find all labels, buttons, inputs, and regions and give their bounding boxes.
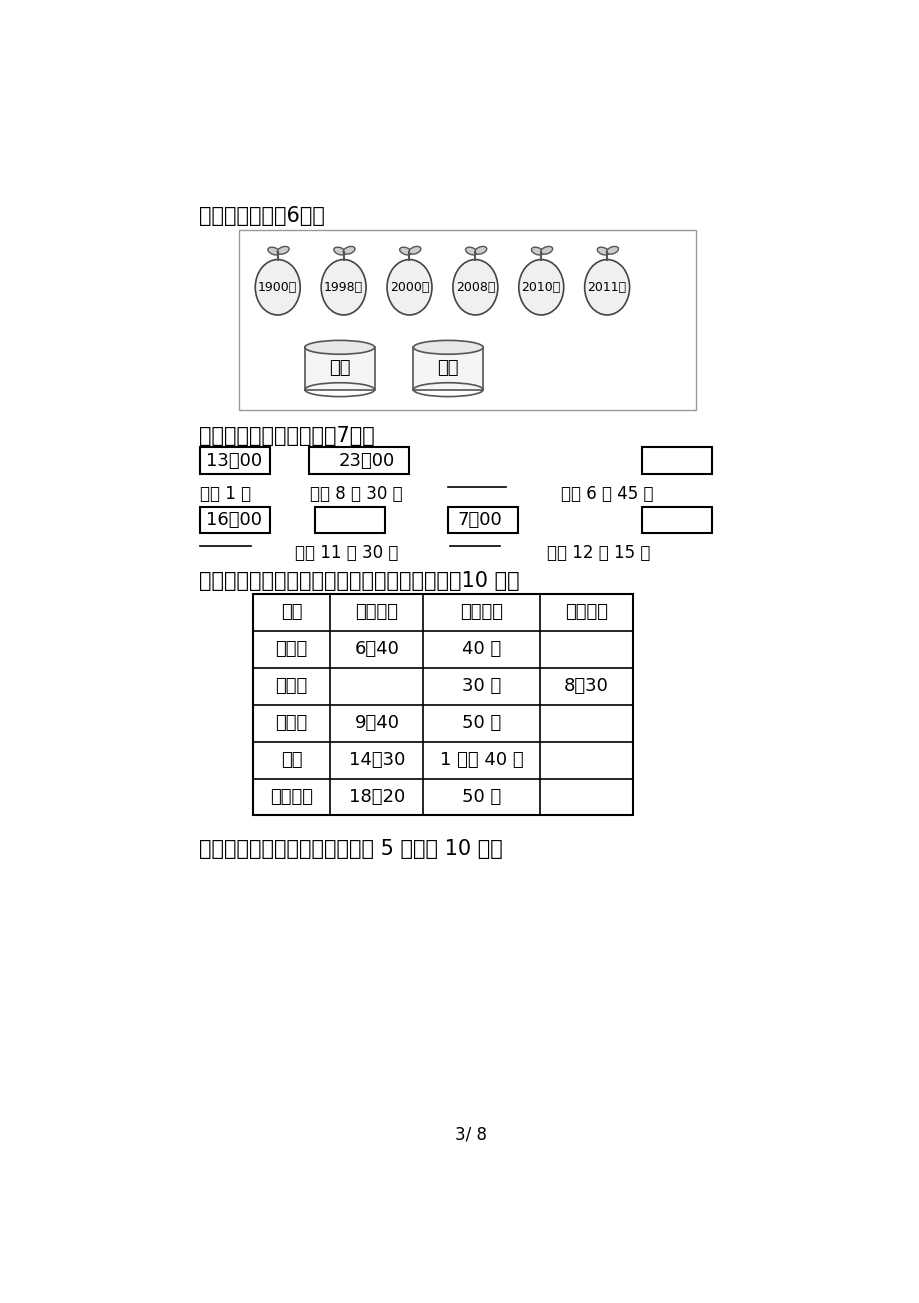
Text: 50 分: 50 分 <box>461 788 501 807</box>
Ellipse shape <box>596 248 608 255</box>
Ellipse shape <box>413 340 482 354</box>
Ellipse shape <box>304 340 374 354</box>
Text: 阅读: 阅读 <box>280 751 302 769</box>
Text: 结束时间: 结束时间 <box>564 603 607 622</box>
Bar <box>200 447 269 473</box>
Text: 1900年: 1900年 <box>258 280 297 293</box>
Text: 四、连一连。（6分）: 四、连一连。（6分） <box>199 206 324 227</box>
Ellipse shape <box>334 248 346 255</box>
Bar <box>448 507 517 533</box>
Text: 23：00: 23：00 <box>338 452 394 470</box>
Text: 晚上 11 时 30 分: 晚上 11 时 30 分 <box>294 545 398 563</box>
Bar <box>304 348 374 390</box>
Text: 平年: 平年 <box>329 360 350 378</box>
Ellipse shape <box>399 248 411 255</box>
Text: 50 分: 50 分 <box>461 714 501 732</box>
Text: 闰年: 闰年 <box>437 360 459 378</box>
Text: 1 小时 40 分: 1 小时 40 分 <box>439 751 523 769</box>
Text: 踢足球: 踢足球 <box>276 640 308 658</box>
Text: 五、照样子，填一填。（7分）: 五、照样子，填一填。（7分） <box>199 426 374 446</box>
Text: 2011年: 2011年 <box>587 280 626 293</box>
Ellipse shape <box>474 246 486 254</box>
Text: 2010年: 2010年 <box>521 280 561 293</box>
Text: 做作业: 做作业 <box>276 714 308 732</box>
Text: 6：40: 6：40 <box>354 640 399 658</box>
Text: 下午 1 时: 下午 1 时 <box>200 485 251 503</box>
Ellipse shape <box>518 259 563 315</box>
Text: 经过时间: 经过时间 <box>460 603 503 622</box>
Ellipse shape <box>452 259 497 315</box>
Ellipse shape <box>267 248 279 255</box>
Ellipse shape <box>343 246 355 254</box>
Ellipse shape <box>540 246 552 254</box>
Text: 30 分: 30 分 <box>461 678 501 694</box>
Text: 六、下面是涛涛周末一天的安排，请填一填。（10 分）: 六、下面是涛涛周末一天的安排，请填一填。（10 分） <box>199 571 518 590</box>
Ellipse shape <box>255 259 300 315</box>
Bar <box>641 447 711 473</box>
Text: 早上 6 时 45 分: 早上 6 时 45 分 <box>560 485 652 503</box>
Text: 开始时间: 开始时间 <box>355 603 398 622</box>
Text: 14：30: 14：30 <box>348 751 404 769</box>
Text: 中午 12 时 15 分: 中午 12 时 15 分 <box>547 545 650 563</box>
Text: 16：00: 16：00 <box>206 511 262 529</box>
Text: 看动画片: 看动画片 <box>270 788 312 807</box>
Ellipse shape <box>321 259 366 315</box>
Text: 7：00: 7：00 <box>457 511 502 529</box>
Text: 8：30: 8：30 <box>563 678 608 694</box>
Bar <box>641 507 711 533</box>
Ellipse shape <box>277 246 289 254</box>
Ellipse shape <box>606 246 618 254</box>
Text: 上午 8 时 30 分: 上午 8 时 30 分 <box>310 485 403 503</box>
Ellipse shape <box>387 259 432 315</box>
Ellipse shape <box>584 259 629 315</box>
Ellipse shape <box>409 246 420 254</box>
Text: 2008年: 2008年 <box>455 280 494 293</box>
Bar <box>239 229 696 410</box>
Bar <box>200 507 269 533</box>
Text: 1998年: 1998年 <box>323 280 363 293</box>
Bar <box>413 348 482 390</box>
Text: 18：20: 18：20 <box>348 788 404 807</box>
Text: 活动: 活动 <box>280 603 302 622</box>
Text: 七、（变式题）辨一辨。（每题 5 分，共 10 分）: 七、（变式题）辨一辨。（每题 5 分，共 10 分） <box>199 839 502 859</box>
Ellipse shape <box>531 248 543 255</box>
Bar <box>309 447 409 473</box>
Ellipse shape <box>465 248 477 255</box>
Text: 2000年: 2000年 <box>390 280 429 293</box>
Text: 13：00: 13：00 <box>206 452 262 470</box>
Bar <box>314 507 384 533</box>
Text: 40 分: 40 分 <box>461 640 501 658</box>
Text: 3/ 8: 3/ 8 <box>455 1126 487 1143</box>
Text: 9：40: 9：40 <box>354 714 399 732</box>
Bar <box>253 594 632 816</box>
Text: 吃早餐: 吃早餐 <box>276 678 308 694</box>
